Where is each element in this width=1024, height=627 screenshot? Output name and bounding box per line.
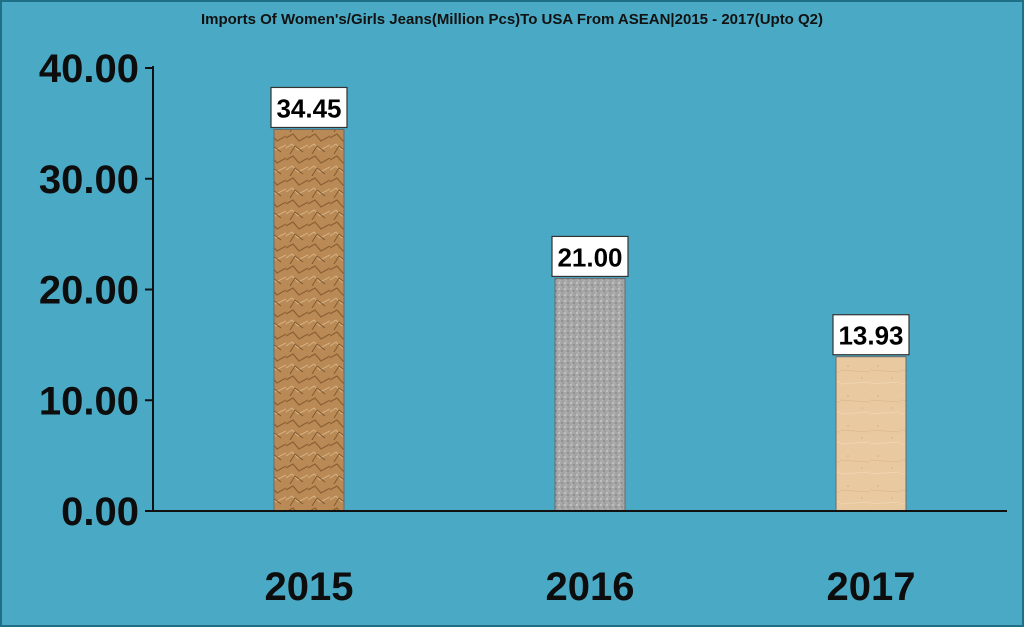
y-tick-label: 40.00	[39, 47, 139, 91]
bars-group	[273, 128, 907, 512]
data-label: 34.45	[276, 93, 341, 123]
y-tick-label: 30.00	[39, 158, 139, 202]
y-tick-label: 20.00	[39, 269, 139, 313]
y-tick-label: 10.00	[39, 379, 139, 423]
data-label: 13.93	[838, 321, 903, 351]
data-labels-group: 34.45 21.00 13.93	[270, 86, 910, 356]
bar-2017	[835, 356, 907, 512]
bar-2015	[273, 128, 345, 512]
bar-2016	[554, 277, 626, 512]
data-label-box	[551, 235, 629, 278]
x-axis-categories: 2015 2016 2017	[265, 565, 916, 609]
chart-title: Imports Of Women's/Girls Jeans(Million P…	[201, 11, 823, 28]
x-category-label: 2017	[827, 565, 916, 609]
data-label: 21.00	[557, 242, 622, 272]
y-axis-ticks: 0.00 10.00 20.00 30.00 40.00	[39, 47, 153, 534]
x-category-label: 2016	[546, 565, 635, 609]
data-label-box	[270, 86, 348, 129]
x-category-label: 2015	[265, 565, 354, 609]
y-tick-label: 0.00	[61, 490, 139, 534]
data-label-box	[832, 314, 910, 356]
